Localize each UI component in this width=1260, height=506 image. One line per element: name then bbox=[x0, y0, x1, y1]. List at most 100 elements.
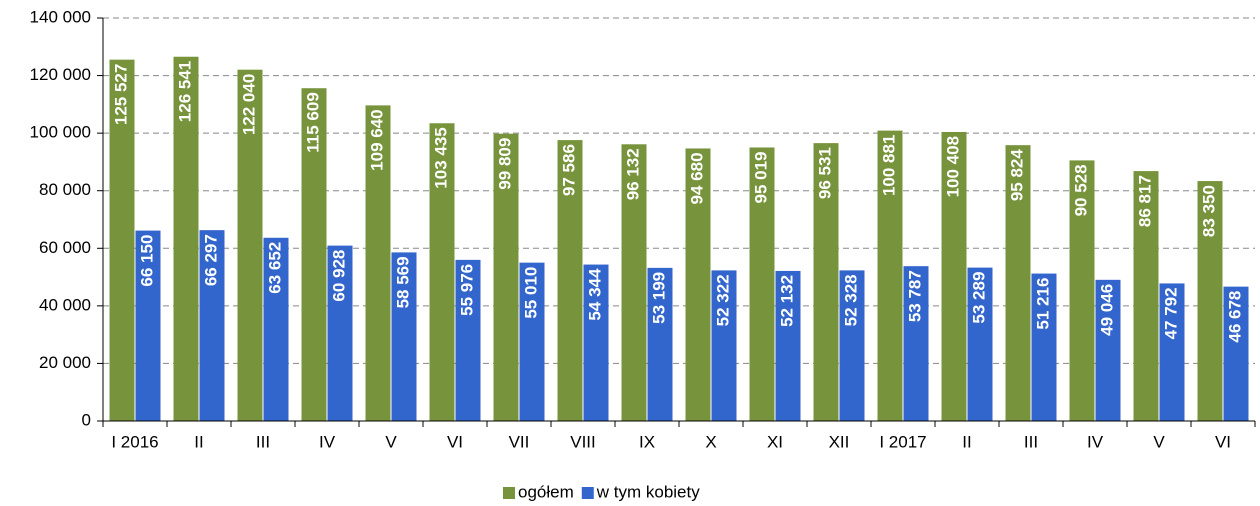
bar bbox=[237, 69, 263, 421]
value-label: 122 040 bbox=[239, 74, 258, 135]
value-label: 55 976 bbox=[457, 264, 476, 316]
y-tick-label: 0 bbox=[82, 410, 91, 429]
y-tick-label: 40 000 bbox=[39, 295, 91, 314]
value-label: 46 678 bbox=[1225, 291, 1244, 343]
y-tick-label: 60 000 bbox=[39, 238, 91, 257]
value-label: 97 586 bbox=[559, 144, 578, 196]
bar bbox=[967, 267, 993, 421]
x-tick-label: V bbox=[385, 432, 397, 451]
value-label: 126 541 bbox=[175, 61, 194, 122]
bar bbox=[301, 88, 327, 421]
x-tick-label: II bbox=[962, 432, 971, 451]
x-tick-label: X bbox=[705, 432, 716, 451]
bar bbox=[1159, 283, 1185, 421]
x-tick-label: V bbox=[1153, 432, 1165, 451]
value-label: 96 531 bbox=[815, 147, 834, 199]
value-label: 52 328 bbox=[841, 274, 860, 326]
value-label: 51 216 bbox=[1033, 278, 1052, 330]
value-label: 95 824 bbox=[1007, 149, 1026, 202]
y-tick-label: 140 000 bbox=[30, 7, 91, 26]
x-tick-label: IX bbox=[639, 432, 655, 451]
y-tick-label: 80 000 bbox=[39, 180, 91, 199]
value-label: 86 817 bbox=[1135, 175, 1154, 227]
x-tick-label: IV bbox=[1087, 432, 1104, 451]
bar bbox=[839, 270, 865, 421]
x-tick-label: VIII bbox=[570, 432, 596, 451]
value-label: 96 132 bbox=[623, 148, 642, 200]
value-label: 52 322 bbox=[713, 274, 732, 326]
bar bbox=[455, 259, 481, 421]
value-label: 53 199 bbox=[649, 272, 668, 324]
value-label: 90 528 bbox=[1071, 164, 1090, 216]
legend-label: ogółem bbox=[518, 482, 574, 501]
value-label: 99 809 bbox=[495, 138, 514, 190]
value-label: 66 297 bbox=[201, 234, 220, 286]
bar bbox=[1005, 145, 1031, 422]
x-tick-label: II bbox=[194, 432, 203, 451]
x-tick-label: I 2017 bbox=[879, 432, 926, 451]
bar bbox=[813, 143, 839, 422]
value-label: 94 680 bbox=[687, 152, 706, 204]
value-label: 100 408 bbox=[943, 136, 962, 197]
x-tick-label: VI bbox=[447, 432, 463, 451]
legend-label: w tym kobiety bbox=[596, 482, 700, 501]
y-tick-label: 20 000 bbox=[39, 353, 91, 372]
bar bbox=[135, 230, 161, 421]
bar bbox=[877, 130, 903, 421]
x-tick-label: III bbox=[256, 432, 270, 451]
bar bbox=[557, 140, 583, 421]
bar bbox=[685, 148, 711, 422]
legend-swatch bbox=[503, 487, 515, 499]
value-label: 66 150 bbox=[137, 235, 156, 287]
bar bbox=[493, 133, 519, 421]
bar bbox=[903, 266, 929, 421]
value-label: 60 928 bbox=[329, 250, 348, 302]
value-label: 115 609 bbox=[303, 92, 322, 153]
bar bbox=[365, 105, 391, 421]
bar bbox=[749, 147, 775, 421]
bar bbox=[1197, 181, 1223, 421]
bar bbox=[327, 245, 353, 421]
bar bbox=[647, 267, 673, 421]
bar bbox=[1095, 279, 1121, 421]
x-tick-label: IV bbox=[319, 432, 336, 451]
bar bbox=[1069, 160, 1095, 421]
value-label: 100 881 bbox=[879, 135, 898, 196]
value-label: 47 792 bbox=[1161, 287, 1180, 339]
bar bbox=[199, 230, 225, 421]
bar bbox=[1031, 273, 1057, 421]
y-tick-label: 120 000 bbox=[30, 65, 91, 84]
bar bbox=[621, 144, 647, 422]
legend-swatch bbox=[581, 487, 594, 499]
x-tick-label: VII bbox=[509, 432, 530, 451]
value-label: 103 435 bbox=[431, 127, 450, 188]
bar bbox=[173, 56, 199, 422]
bar bbox=[429, 123, 455, 421]
bar bbox=[711, 270, 737, 421]
x-tick-label: III bbox=[1024, 432, 1038, 451]
x-tick-label: VI bbox=[1215, 432, 1231, 451]
y-tick-label: 100 000 bbox=[30, 123, 91, 142]
bar bbox=[109, 59, 135, 422]
value-label: 83 350 bbox=[1199, 185, 1218, 237]
bar bbox=[263, 237, 289, 421]
bar bbox=[519, 262, 545, 421]
value-label: 53 289 bbox=[969, 272, 988, 324]
value-label: 54 344 bbox=[585, 268, 604, 321]
bar bbox=[1223, 286, 1249, 421]
bar bbox=[941, 131, 967, 422]
bar bbox=[775, 270, 801, 421]
x-tick-label: XI bbox=[767, 432, 783, 451]
value-label: 125 527 bbox=[111, 64, 130, 125]
value-label: 58 569 bbox=[393, 256, 412, 308]
value-label: 63 652 bbox=[265, 242, 284, 294]
value-label: 52 132 bbox=[777, 275, 796, 327]
bar bbox=[583, 264, 609, 421]
value-label: 55 010 bbox=[521, 267, 540, 319]
bar bbox=[1133, 171, 1159, 421]
value-label: 49 046 bbox=[1097, 284, 1116, 336]
value-label: 53 787 bbox=[905, 270, 924, 322]
x-tick-label: XII bbox=[829, 432, 850, 451]
bar bbox=[391, 252, 417, 421]
